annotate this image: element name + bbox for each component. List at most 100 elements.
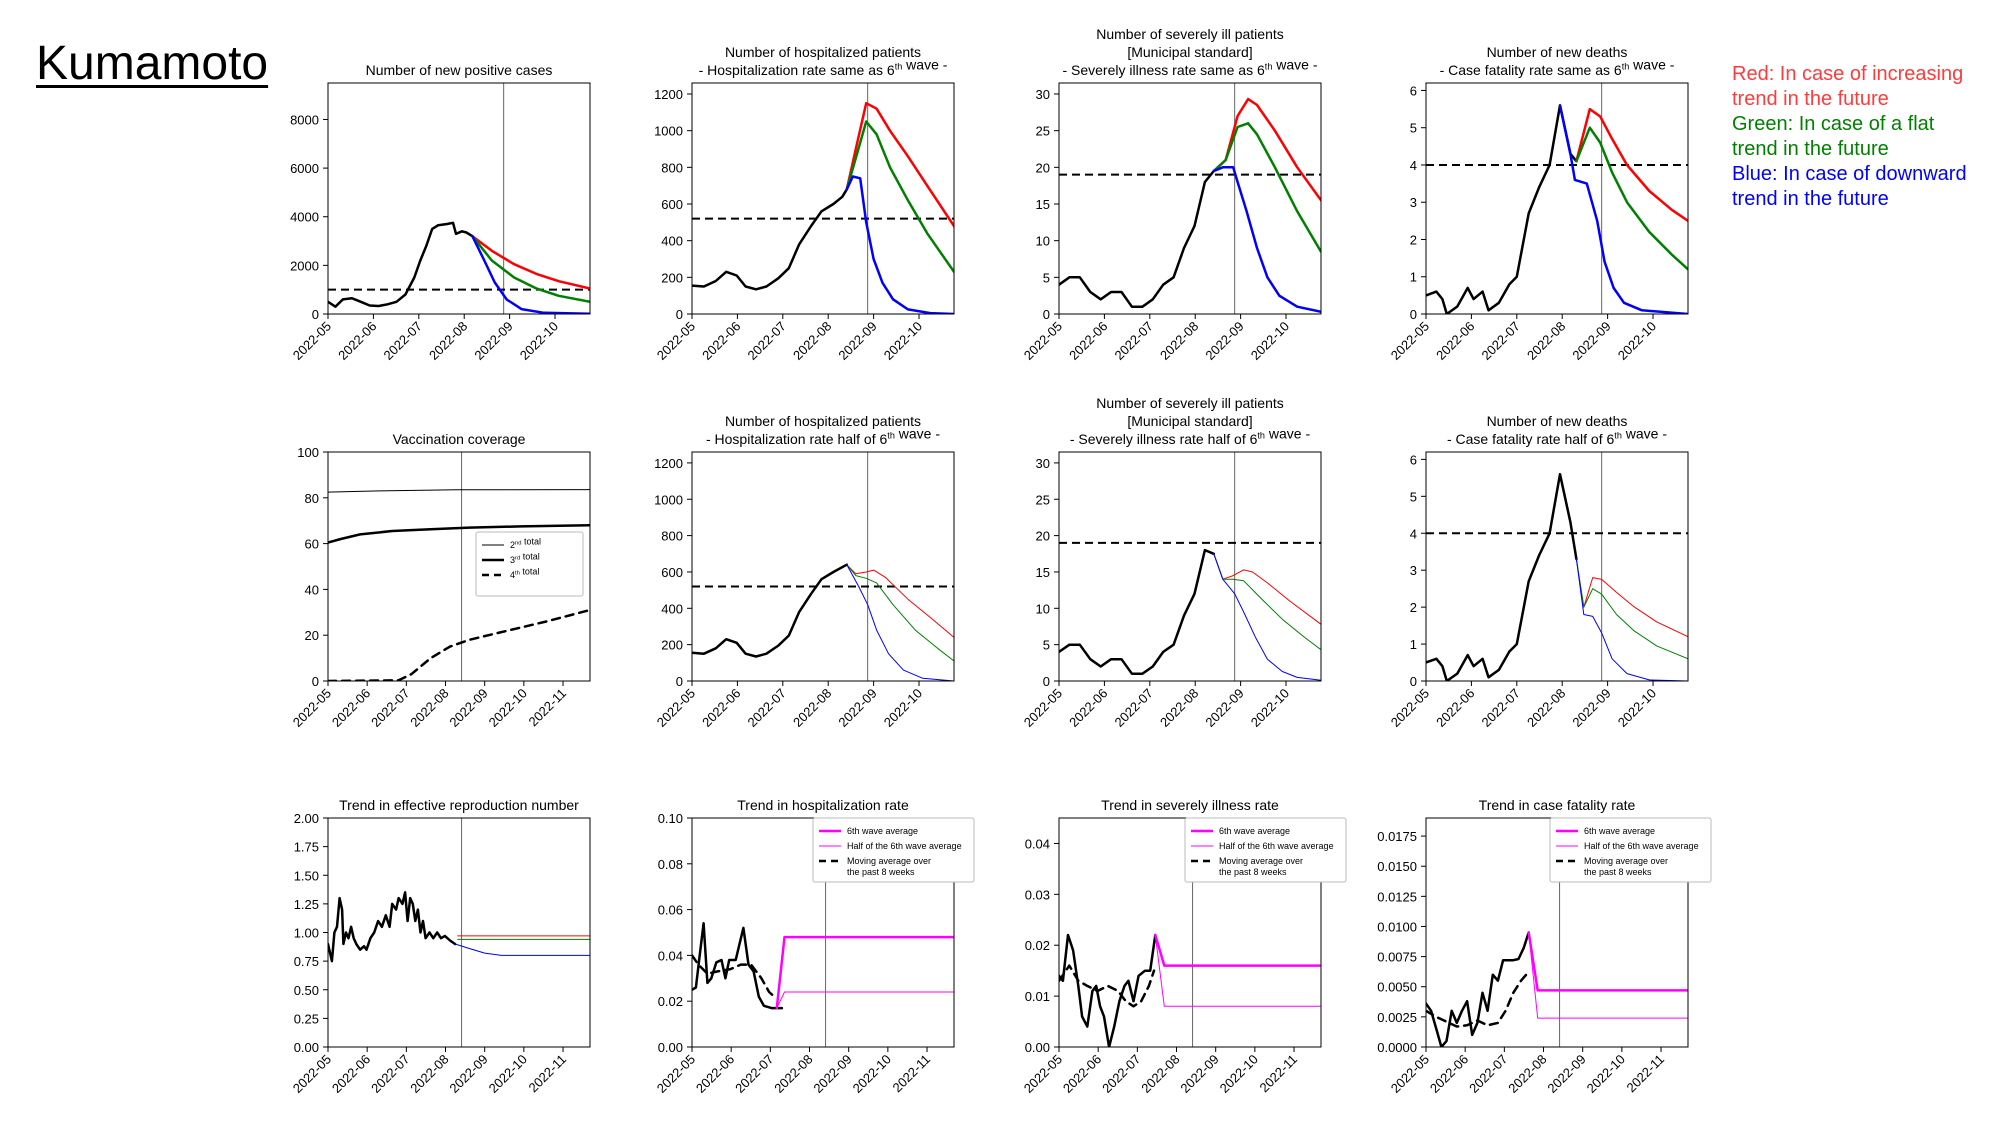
x-tick-label: 2022-09: [810, 1052, 854, 1096]
legend-label: Half of the 6th wave average: [847, 841, 962, 851]
y-tick-label: 2.00: [294, 811, 319, 826]
series-line-0: [328, 221, 474, 308]
legend-label: 3rd total: [510, 551, 540, 565]
y-tick-label: 20: [1036, 160, 1050, 175]
x-tick-label: 2022-09: [1569, 319, 1613, 363]
chart-title: Number of new deaths: [1487, 44, 1628, 60]
chart-hosprate: Trend in hospitalization rate 0.00 0.02 0.0…: [654, 797, 975, 1096]
x-tick-label: 2022-09: [1177, 1052, 1221, 1096]
series-line-1: [845, 101, 954, 228]
chart-title: Trend in case fatality rate: [1479, 797, 1636, 813]
plot-area: [328, 83, 590, 314]
legend-label: 6th wave average: [1584, 826, 1655, 836]
series-line-3: [1212, 166, 1321, 314]
plot-frame: [1425, 451, 1689, 682]
series-line-0: [1059, 933, 1157, 1047]
series-line-1: [692, 954, 776, 998]
y-tick-label: 1.00: [294, 926, 319, 941]
y-tick-label: 0.00: [658, 1040, 683, 1055]
series-line-0: [1059, 548, 1216, 675]
y-tick-label: 800: [661, 529, 683, 544]
x-tick-label: 2022-08: [771, 1052, 815, 1096]
y-tick-label: 600: [661, 197, 683, 212]
y-tick-label: 100: [297, 445, 319, 460]
series-line-2: [471, 234, 590, 304]
y-tick-label: 60: [305, 537, 319, 552]
chart-severe6: Number of severely ill patients [Municipa…: [1021, 26, 1322, 363]
y-tick-label: 0: [312, 307, 319, 322]
series-line-0: [1059, 169, 1216, 308]
chart-title: - Case fatality rate half of 6th wave -: [1447, 425, 1667, 447]
y-tick-label: 15: [1036, 565, 1050, 580]
series-line-0: [692, 922, 784, 1010]
legend-label: the past 8 weeks: [847, 867, 915, 877]
chart-severeHalf: Number of severely ill patients [Municipa…: [1021, 395, 1322, 730]
y-tick-label: 0.25: [294, 1011, 319, 1026]
y-tick-label: 1200: [654, 456, 683, 471]
y-tick-label: 1: [1410, 270, 1417, 285]
x-tick-label: 2022-05: [654, 319, 698, 363]
note-green: Green: In case of a flat trend in the fu…: [1732, 113, 1935, 160]
x-tick-label: 2022-06: [335, 319, 379, 363]
plot-area: [1426, 83, 1688, 314]
y-tick-label: 1200: [654, 87, 683, 102]
series-line-2: [846, 564, 954, 662]
x-tick-label: 2022-05: [1021, 319, 1065, 363]
y-tick-label: 1: [1410, 637, 1417, 652]
y-tick-label: 0.0025: [1377, 1010, 1417, 1025]
y-tick-label: 8000: [290, 112, 319, 127]
y-tick-label: 3: [1410, 195, 1417, 210]
x-tick-label: 2022-05: [1388, 319, 1432, 363]
x-tick-label: 2022-07: [368, 1052, 412, 1096]
series-line-3: [1528, 932, 1688, 1019]
x-tick-label: 2022-07: [1112, 686, 1156, 730]
y-tick-label: 10: [1036, 234, 1050, 249]
series-line-0: [692, 563, 849, 658]
chart-title: Number of severely ill patients: [1096, 26, 1284, 42]
legend-label: the past 8 weeks: [1219, 867, 1287, 877]
x-tick-label: 2022-10: [1217, 1052, 1261, 1096]
x-tick-label: 2022-07: [745, 319, 789, 363]
y-tick-label: 400: [661, 601, 683, 616]
chart-title: - Case fatality rate same as 6th wave -: [1440, 56, 1675, 78]
y-tick-label: 1.75: [294, 840, 319, 855]
series-line-3: [1213, 553, 1321, 681]
y-tick-label: 0.0150: [1377, 859, 1417, 874]
plot-frame: [691, 451, 955, 682]
x-tick-label: 2022-08: [1524, 319, 1568, 363]
x-tick-label: 2022-11: [1256, 1052, 1300, 1096]
y-tick-label: 0.06: [658, 903, 683, 918]
chart-legend: 6th wave average Half of the 6th wave ave…: [1184, 817, 1347, 883]
y-tick-label: 0.04: [658, 948, 683, 963]
y-tick-label: 20: [305, 628, 319, 643]
y-tick-label: 30: [1036, 87, 1050, 102]
plot-area: [692, 83, 954, 314]
chart-title: Trend in hospitalization rate: [737, 797, 909, 813]
x-tick-label: 2022-09: [1202, 686, 1246, 730]
chart-title: [Municipal standard]: [1127, 44, 1252, 60]
plot-area: [328, 818, 590, 1047]
x-tick-label: 2022-09: [446, 686, 490, 730]
x-tick-label: 2022-09: [835, 686, 879, 730]
legend-label: Half of the 6th wave average: [1584, 841, 1699, 851]
chart-title: Trend in effective reproduction number: [339, 797, 579, 813]
series-line-3: [1575, 558, 1688, 681]
y-tick-label: 200: [661, 270, 683, 285]
y-tick-label: 2: [1410, 600, 1417, 615]
y-tick-label: 0.0050: [1377, 980, 1417, 995]
y-tick-label: 30: [1036, 456, 1050, 471]
x-tick-label: 2022-11: [525, 1052, 569, 1096]
legend-frame: [812, 817, 975, 883]
y-tick-label: 6: [1410, 452, 1417, 467]
y-tick-label: 0.02: [658, 994, 683, 1009]
series-line-1: [328, 524, 590, 544]
y-tick-label: 0.00: [294, 1040, 319, 1055]
x-tick-label: 2022-09: [1569, 686, 1613, 730]
y-tick-label: 4000: [290, 210, 319, 225]
x-tick-label: 2022-11: [525, 686, 569, 730]
x-tick-label: 2022-05: [290, 319, 334, 363]
x-tick-label: 2022-09: [835, 319, 879, 363]
legend-label: Moving average over: [1584, 856, 1668, 866]
y-tick-label: 1.50: [294, 868, 319, 883]
